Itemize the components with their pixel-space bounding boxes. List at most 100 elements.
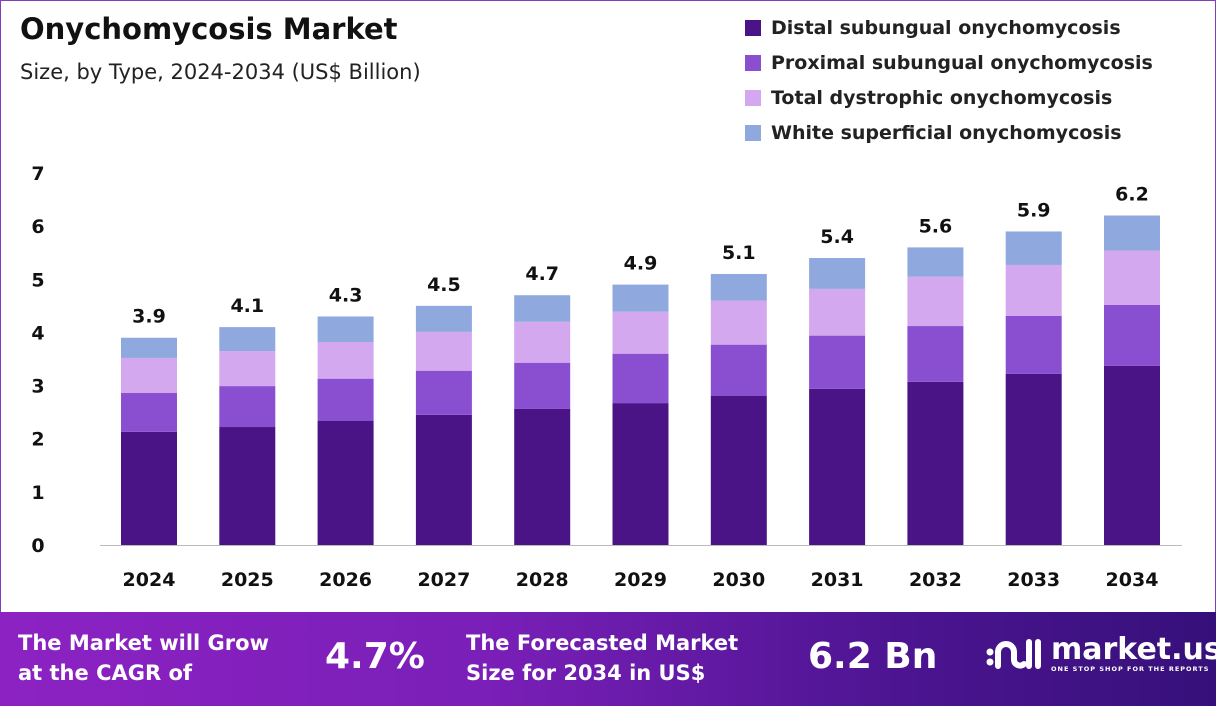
- y-tick-label: 2: [31, 429, 44, 451]
- bar-segment: [1104, 304, 1160, 366]
- legend-label: Distal subungual onychomycosis: [771, 16, 1121, 39]
- bar-total-label: 5.9: [1017, 199, 1051, 221]
- bar-total-label: 3.9: [132, 306, 166, 328]
- legend: Distal subungual onychomycosis Proximal s…: [745, 10, 1153, 150]
- bar-segment: [612, 403, 669, 545]
- bar-segment: [415, 414, 472, 545]
- bar-segment: [907, 381, 964, 545]
- bar-segment: [710, 300, 767, 345]
- bar-segment: [514, 362, 571, 409]
- x-tick-label: 2028: [516, 569, 569, 591]
- bar-total-label: 6.2: [1115, 184, 1149, 206]
- forecast-label: The Forecasted Market Size for 2034 in U…: [466, 628, 738, 688]
- bar-segment: [907, 276, 964, 327]
- legend-item: White superficial onychomycosis: [745, 115, 1153, 150]
- bar-segment: [514, 321, 571, 363]
- bar-segment: [710, 395, 767, 545]
- logo-tagline: ONE STOP SHOP FOR THE REPORTS: [1051, 665, 1210, 673]
- forecast-value: 6.2 Bn: [808, 636, 938, 677]
- bar-total-label: 5.6: [919, 215, 953, 237]
- bar-total-label: 5.1: [722, 242, 756, 264]
- bar-segment: [317, 316, 374, 342]
- bar-segment: [907, 326, 964, 382]
- bar-segment: [219, 427, 276, 545]
- bar-segment: [415, 370, 472, 415]
- bar-segment: [1104, 250, 1160, 305]
- bar-segment: [1005, 315, 1062, 374]
- chart-title: Onychomycosis Market: [20, 12, 398, 46]
- legend-label: Total dystrophic onychomycosis: [771, 86, 1113, 109]
- bar-segment: [317, 341, 374, 379]
- bar-total-label: 4.9: [624, 253, 658, 275]
- cagr-value: 4.7%: [325, 636, 425, 677]
- x-tick-label: 2027: [417, 569, 470, 591]
- y-tick-label: 4: [31, 322, 44, 344]
- cagr-label: The Market will Grow at the CAGR of: [18, 628, 269, 688]
- bar-segment: [809, 258, 866, 289]
- bar-segment: [514, 408, 571, 545]
- x-tick-label: 2033: [1007, 569, 1060, 591]
- bar-total-label: 4.5: [427, 274, 461, 296]
- bar-segment: [710, 344, 767, 396]
- x-tick-label: 2025: [221, 569, 274, 591]
- y-tick-label: 6: [31, 216, 44, 238]
- bar-segment: [612, 353, 669, 404]
- legend-swatch: [745, 89, 761, 106]
- legend-item: Proximal subungual onychomycosis: [745, 45, 1153, 80]
- y-tick-label: 5: [31, 269, 44, 291]
- bar-segment: [317, 420, 374, 545]
- bar-segment: [121, 393, 177, 432]
- x-tick-label: 2032: [909, 569, 962, 591]
- bar-segment: [809, 388, 866, 545]
- legend-label: Proximal subungual onychomycosis: [771, 51, 1153, 74]
- summary-banner: The Market will Grow at the CAGR of 4.7%…: [0, 612, 1216, 706]
- market-us-logo: market.us ONE STOP SHOP FOR THE REPORTS: [985, 634, 1216, 674]
- bar-segment: [710, 273, 767, 301]
- x-tick-label: 2029: [614, 569, 667, 591]
- cagr-label-line-2: at the CAGR of: [18, 661, 193, 685]
- bar-segment: [907, 247, 964, 277]
- x-tick-label: 2031: [811, 569, 864, 591]
- legend-item: Total dystrophic onychomycosis: [745, 80, 1153, 115]
- bar-total-label: 4.1: [230, 295, 264, 317]
- bar-segment: [121, 357, 177, 394]
- y-tick-label: 1: [31, 482, 44, 504]
- legend-swatch: [745, 124, 761, 141]
- bar-total-label: 5.4: [820, 226, 854, 248]
- bar-segment: [1005, 373, 1062, 545]
- y-tick-label: 3: [31, 376, 44, 398]
- bar-segment: [1005, 231, 1062, 265]
- forecast-label-line-1: The Forecasted Market: [466, 631, 739, 655]
- legend-label: White superficial onychomycosis: [771, 121, 1122, 144]
- bar-total-label: 4.3: [329, 284, 363, 306]
- bar-segment: [809, 335, 866, 389]
- stacked-bar-chart: 0 1 2 3 4 5 6 7 3.9 2024 4.1 2025 4.3 2026 4.5 2027 4.7 2…: [31, 163, 1182, 591]
- bar-segment: [1104, 215, 1160, 251]
- bar-segment: [121, 431, 177, 545]
- bar-segment: [317, 378, 374, 421]
- logo-name: market.us: [1051, 632, 1216, 667]
- logo-mark-icon: [986, 639, 1041, 669]
- cagr-label-line-1: The Market will Grow: [18, 631, 269, 655]
- x-tick-label: 2024: [123, 569, 176, 591]
- x-tick-label: 2026: [319, 569, 372, 591]
- bar-segment: [1005, 264, 1062, 316]
- x-tick-label: 2030: [712, 569, 765, 591]
- bar-segment: [219, 386, 276, 428]
- x-tick-label: 2034: [1106, 569, 1159, 591]
- chart-subtitle: Size, by Type, 2024-2034 (US$ Billion): [20, 60, 421, 84]
- bar-total-label: 4.7: [525, 263, 559, 285]
- bar-segment: [612, 311, 669, 354]
- bar-segment: [514, 295, 571, 322]
- legend-item: Distal subungual onychomycosis: [745, 10, 1153, 45]
- forecast-label-line-2: Size for 2034 in US$: [466, 661, 706, 685]
- bar-segment: [121, 337, 177, 358]
- bar-segment: [415, 331, 472, 371]
- bar-segment: [219, 327, 276, 352]
- bar-segment: [1104, 365, 1160, 545]
- bar-segment: [809, 288, 866, 336]
- bar-segment: [415, 305, 472, 332]
- legend-swatch: [745, 19, 761, 36]
- bar-segment: [612, 284, 669, 312]
- bar-segment: [219, 351, 276, 387]
